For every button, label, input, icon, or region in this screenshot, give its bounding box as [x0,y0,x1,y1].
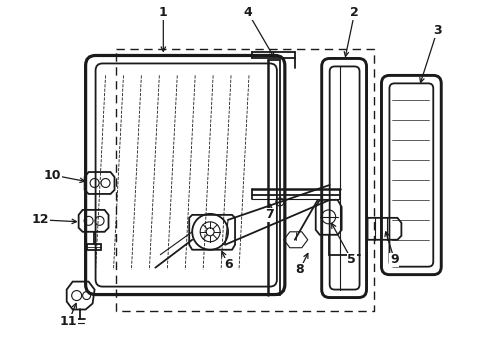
Text: 7: 7 [266,208,274,221]
Text: 5: 5 [347,253,356,266]
Text: 12: 12 [32,213,49,226]
Text: 2: 2 [350,6,359,19]
Text: 8: 8 [295,263,304,276]
Text: 6: 6 [224,258,232,271]
Text: 10: 10 [44,168,61,181]
Text: 11: 11 [60,315,77,328]
Text: 1: 1 [159,6,168,19]
Text: 9: 9 [390,253,399,266]
Text: 4: 4 [244,6,252,19]
Text: 3: 3 [433,24,441,37]
